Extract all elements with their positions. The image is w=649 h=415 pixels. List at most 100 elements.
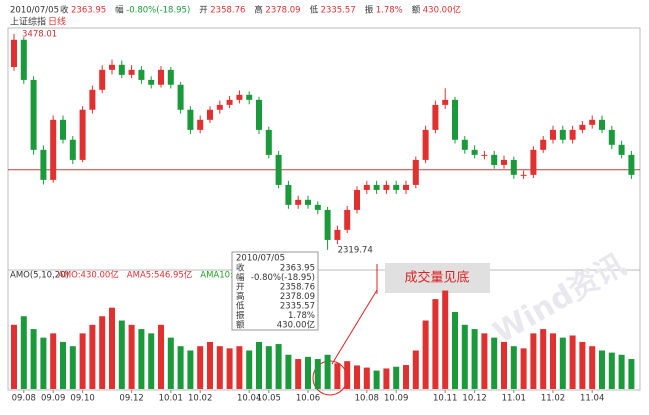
volume-bar: [197, 346, 204, 389]
candle-body: [559, 129, 566, 140]
candle-body: [432, 104, 439, 130]
header-value: 430.00亿: [423, 5, 461, 16]
candle-body: [99, 69, 106, 90]
annotation-line: [331, 289, 378, 365]
tooltip-value: 2363.95: [280, 264, 315, 274]
candle-body: [461, 139, 468, 150]
candle-body: [89, 89, 96, 110]
tooltip: [231, 251, 319, 331]
volume-bar: [285, 354, 292, 389]
candle-body: [305, 199, 311, 205]
volume-bar: [334, 363, 341, 389]
tooltip-label: 幅: [236, 272, 245, 283]
candle-body: [295, 199, 302, 205]
candle-body: [177, 84, 184, 110]
x-tick-label: 10.02: [188, 394, 212, 404]
candle-body: [109, 64, 115, 70]
x-tick-label: 11.02: [541, 394, 565, 404]
x-tick-label: 09.08: [12, 394, 36, 404]
header-label: 收: [60, 5, 69, 16]
volume-bar: [324, 354, 331, 389]
candle-body: [373, 184, 380, 190]
volume-bar: [40, 337, 47, 389]
candle-body: [569, 129, 576, 140]
candle-body: [334, 229, 341, 240]
volume-bar: [569, 335, 576, 389]
candle-body: [60, 119, 66, 140]
candle-body: [20, 39, 27, 80]
candle-body: [118, 64, 125, 75]
candle-body: [324, 209, 331, 240]
watermark: Wind资讯: [487, 247, 631, 350]
volume-bar: [305, 356, 311, 389]
legend-entry: AMA5:546.95亿: [127, 270, 192, 281]
candle-body: [216, 104, 223, 110]
high-label: 3478.01: [22, 29, 57, 39]
candle-body: [579, 124, 586, 130]
volume-bar: [510, 346, 517, 389]
header-label: 振: [365, 5, 374, 16]
volume-bar: [354, 365, 360, 389]
volume-panel: [7, 269, 641, 391]
header-value: 2378.09: [265, 6, 300, 16]
header-label: 低: [310, 5, 319, 16]
header-value: 2363.95: [71, 6, 106, 16]
volume-bar: [236, 346, 243, 389]
tooltip-value: 2335.57: [280, 302, 315, 312]
volume-bar: [99, 316, 106, 389]
volume-bar: [158, 324, 164, 389]
volume-title: AMO(5,10,20): [10, 271, 69, 281]
candle-body: [148, 79, 155, 85]
candle-body: [393, 184, 400, 190]
low-label: 2319.74: [338, 245, 373, 255]
tooltip-label: 额: [236, 320, 245, 331]
tooltip-date: 2010/07/05: [236, 254, 285, 264]
volume-bar: [344, 361, 351, 389]
candle-body: [383, 184, 390, 190]
candle-body: [491, 154, 498, 165]
tooltip-label: 低: [236, 301, 245, 312]
annotation: 成交量见底: [404, 270, 469, 286]
volume-bar: [530, 333, 537, 389]
volume-bar: [275, 344, 282, 389]
volume-bar: [579, 341, 586, 389]
x-tick-label: 09.12: [119, 394, 143, 404]
volume-bar: [79, 333, 86, 389]
x-tick-label: 10.11: [433, 394, 457, 404]
x-tick-label: 10.01: [159, 394, 183, 404]
candle-body: [452, 99, 458, 140]
volume-bar: [461, 324, 468, 389]
x-tick-label: 11.04: [580, 394, 604, 404]
x-tick-label: 10.09: [384, 394, 408, 404]
x-tick-label: 10.04: [237, 394, 261, 404]
candle-body: [11, 39, 17, 68]
x-tick-label: 09.10: [70, 394, 94, 404]
volume-bar: [373, 370, 380, 389]
candle-body: [158, 69, 164, 85]
volume-bar: [403, 365, 409, 389]
candle-body: [50, 119, 57, 180]
volume-bar: [128, 324, 135, 389]
candle-body: [471, 149, 478, 155]
candle-body: [256, 99, 262, 130]
candle-body: [197, 119, 204, 130]
candle-body: [550, 129, 556, 140]
candle-body: [618, 144, 625, 155]
annotation-box: [385, 263, 490, 293]
candle-body: [481, 154, 488, 156]
candle-body: [167, 69, 174, 85]
candle-body: [540, 139, 547, 150]
volume-bar: [118, 320, 125, 389]
header-label: 开: [199, 6, 208, 16]
header-date: 2010/07/05: [10, 6, 59, 16]
volume-bar: [363, 367, 370, 389]
candle-body: [363, 184, 370, 190]
x-tick-label: 10.05: [257, 394, 281, 404]
header-label: 幅: [115, 5, 124, 16]
volume-bar: [501, 341, 507, 389]
header-value: 2358.76: [210, 6, 245, 16]
candle-body: [412, 159, 419, 185]
volume-bar: [265, 346, 272, 389]
volume-bar: [422, 320, 429, 389]
volume-bar: [599, 350, 605, 389]
